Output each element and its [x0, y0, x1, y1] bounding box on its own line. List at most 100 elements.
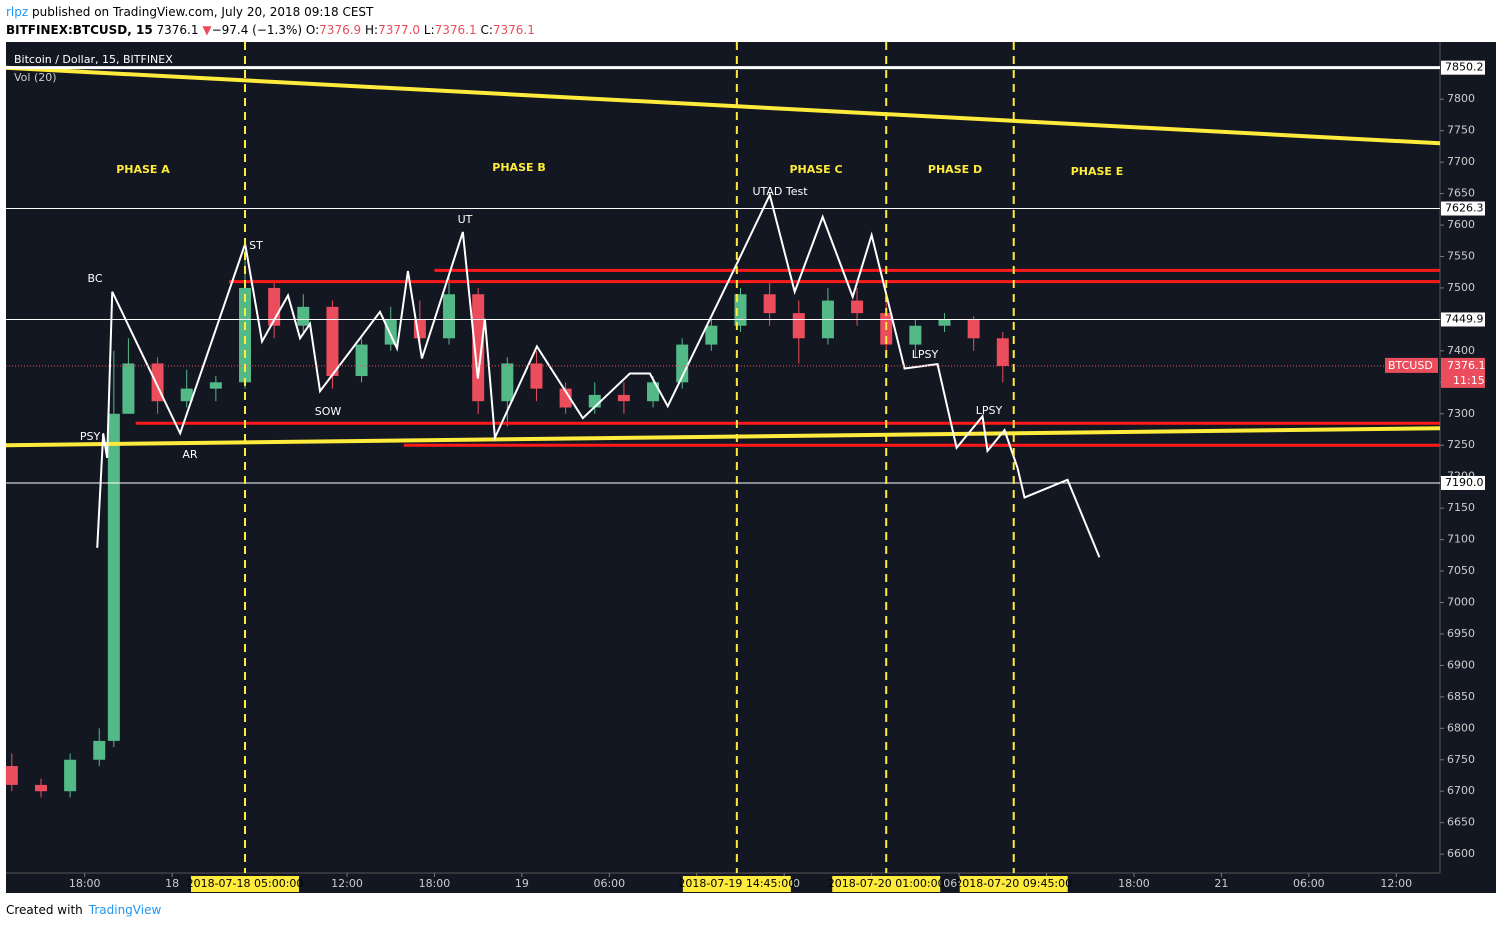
y-tick-label: 7550 [1447, 250, 1475, 263]
x-tick-label: 18 [165, 877, 179, 890]
x-tick-label: 06:00 [1293, 877, 1325, 890]
level-box [1441, 475, 1485, 490]
tag-timer: 11:15 [1453, 374, 1485, 387]
y-tick-label: 7100 [1447, 533, 1475, 546]
symbol: BITFINEX:BTCUSD, 15 [6, 23, 153, 37]
open: 7376.9 [319, 23, 362, 37]
y-tick-label: 6650 [1447, 816, 1475, 829]
candle-body [763, 294, 776, 314]
phase-date-box [832, 876, 941, 892]
candle-body [472, 294, 485, 402]
level-box [1441, 201, 1485, 216]
brand[interactable]: TradingView [88, 903, 162, 917]
trend-line [5, 65, 1441, 146]
candle-body [530, 363, 543, 389]
tag-name-box [1385, 357, 1438, 373]
candle-body [93, 740, 106, 760]
y-tick-label: 7000 [1447, 596, 1475, 609]
x-tick-label: 18:00 [69, 877, 101, 890]
candle-body [5, 766, 18, 785]
candle-body [909, 325, 922, 345]
annotation: LPSY [976, 404, 1003, 417]
y-tick-label: 7150 [1447, 501, 1475, 514]
candle-body [501, 363, 514, 402]
candle-body [180, 388, 193, 402]
tag-box [1441, 357, 1485, 388]
annotation: ST [249, 239, 263, 252]
y-tick-label: 7650 [1447, 187, 1475, 200]
high: 7377.0 [378, 23, 421, 37]
phase-label: PHASE A [116, 163, 170, 176]
published: published on TradingView.com, July 20, 2… [32, 5, 374, 19]
level-label: 7850.2 [1445, 61, 1484, 74]
indicator: Vol (20) [14, 71, 57, 84]
y-tick-label: 6600 [1447, 847, 1475, 860]
y-tick-label: 7250 [1447, 438, 1475, 451]
candle-body [938, 319, 951, 326]
x-tick-label: 18:00 [419, 877, 451, 890]
y-tick-label: 6900 [1447, 658, 1475, 671]
candle-body [734, 294, 747, 326]
annotation: UTAD Test [752, 185, 808, 198]
candle-body [239, 287, 251, 383]
candle-body [647, 382, 660, 402]
phase-date: 2018-07-19 14:45:00 [678, 877, 795, 890]
chart-bg [6, 42, 1496, 893]
phase-date: 2018-07-20 09:45:00 [955, 877, 1072, 890]
h-label: H: [365, 23, 379, 37]
trend-line [5, 426, 1441, 448]
y-tick-label: 6950 [1447, 627, 1475, 640]
phase-label: PHASE B [492, 161, 545, 174]
y-tick-label: 6800 [1447, 721, 1475, 734]
y-tick-label: 7500 [1447, 281, 1475, 294]
candle-body [122, 363, 135, 414]
level-label: 7626.3 [1445, 202, 1484, 215]
created: Created with [6, 903, 83, 917]
candle-body [443, 294, 456, 339]
change: −97.4 (−1.3%) [211, 23, 303, 37]
candle-body [617, 394, 630, 402]
last: 7376.1 [156, 23, 199, 37]
annotation: BC [87, 272, 102, 285]
y-tick-label: 6750 [1447, 753, 1475, 766]
phase-label: PHASE C [789, 163, 842, 176]
y-tick-label: 6700 [1447, 784, 1475, 797]
level-label: 7449.9 [1445, 312, 1484, 325]
tag-name: BTCUSD [1388, 359, 1433, 372]
legend-title: Bitcoin / Dollar, 15, BITFINEX [14, 53, 173, 66]
annotation: UT [458, 213, 473, 226]
y-tick-label: 7800 [1447, 92, 1475, 105]
annotation: AR [182, 448, 198, 461]
arrow: ▼ [202, 23, 212, 37]
x-tick-label: 21 [1214, 877, 1228, 890]
candle-body [967, 319, 980, 339]
candle-body [209, 382, 222, 389]
chart: Bitcoin / Dollar, 15, BITFINEX Vol (20) … [5, 42, 1496, 893]
annotation: LPSY [912, 348, 939, 361]
l-label: L: [423, 23, 435, 37]
footer: Created with TradingView [6, 903, 161, 917]
candle-body [297, 306, 310, 326]
candle-body [107, 413, 120, 741]
low: 7376.1 [434, 23, 477, 37]
level-box [1441, 312, 1485, 327]
publisher[interactable]: rlpz [6, 5, 29, 19]
candle-body [851, 300, 864, 314]
x-tick-label: 19 [515, 877, 529, 890]
y-tick-label: 7050 [1447, 564, 1475, 577]
level-label: 7190.0 [1445, 476, 1484, 489]
phase-date-box [959, 876, 1068, 892]
candle-body [996, 338, 1009, 366]
y-tick-label: 6850 [1447, 690, 1475, 703]
phase-label: PHASE D [928, 163, 982, 176]
zigzag [96, 191, 1101, 558]
tag-value: 7376.1 [1447, 359, 1486, 372]
candle-body [64, 759, 77, 792]
candle-body [559, 388, 572, 408]
candle-body [355, 344, 368, 377]
phase-date-box [682, 876, 791, 892]
level-box [1441, 60, 1485, 75]
y-tick-label: 7700 [1447, 155, 1475, 168]
x-tick-label: 06:00 [593, 877, 625, 890]
